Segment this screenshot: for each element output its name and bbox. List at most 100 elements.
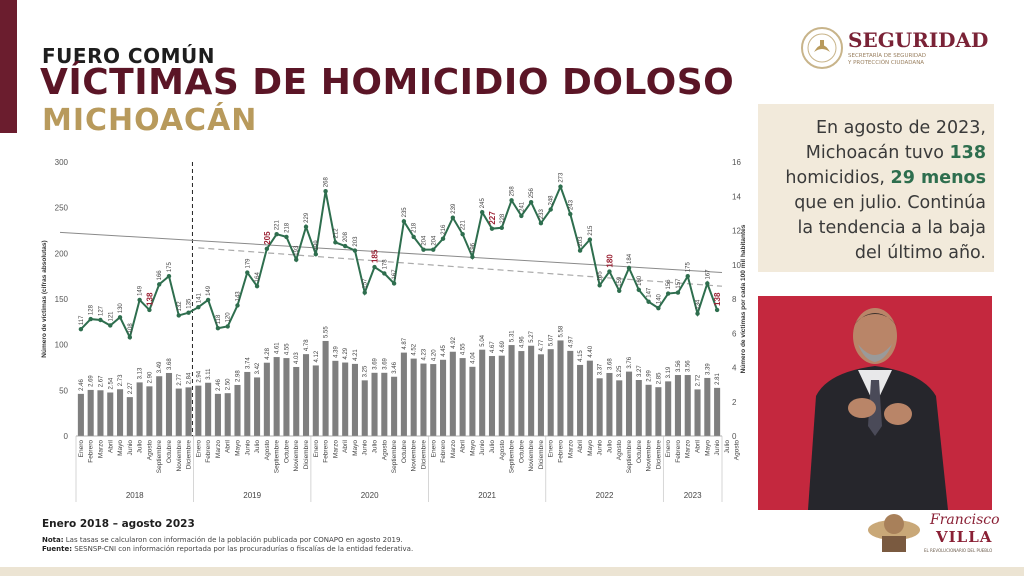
rate-bar [107,392,114,436]
victims-point-label: 117 [79,315,85,325]
rate-bar-label: 3.39 [705,363,711,375]
victims-point [78,326,84,332]
logo-subtitle-line2: Y PROTECCIÓN CIUDADANA [848,60,925,66]
month-tick-label: Septiembre [156,440,163,474]
month-tick-label: Octubre [636,440,643,464]
rate-bar [283,358,290,436]
victims-point [421,247,426,252]
victims-point-label: 215 [588,225,594,236]
victims-point [450,215,456,220]
rate-bar-label: 4.92 [451,336,457,348]
victims-point [117,315,123,320]
victims-point-label: 179 [245,258,251,269]
left-axis-title: Número de víctimas (cifras absolutas) [41,240,48,357]
victims-point [460,231,465,237]
year-label: 2022 [596,491,614,500]
rate-bar [674,375,681,436]
callout-difference: 29 menos [890,168,986,188]
rate-bar [684,375,691,436]
month-tick-label: Diciembre [303,440,310,470]
victims-point-label: 130 [118,303,124,314]
victims-point [372,264,377,270]
rate-bar [87,389,94,436]
brand-side-bar [0,0,17,133]
rate-bar-label: 4.40 [588,345,594,357]
right-tick-label: 6 [732,329,737,338]
victims-point [431,247,436,252]
victims-point [147,307,152,313]
rate-bar [312,365,319,436]
victims-point [685,273,690,279]
rate-bar [694,389,701,436]
victims-point [558,184,563,189]
rate-bar-label: 4.97 [568,336,574,348]
victims-point [470,254,475,260]
victims-point-label: 127 [98,305,104,316]
rate-bar [332,360,339,436]
rate-bar-label: 2.99 [647,369,653,381]
victims-point [577,248,583,253]
victims-point-label: 159 [617,276,623,287]
month-tick-label: Julio [489,440,496,454]
victims-point-label: 184 [627,253,633,264]
trend-line-dashed [198,247,723,287]
victims-point-label: 175 [686,261,692,272]
month-tick-label: Julio [254,440,261,454]
callout-line6: del último año. [854,243,986,263]
year-label: 2020 [361,491,379,500]
eagle-seal-icon [801,27,843,69]
victims-point [284,234,289,240]
rate-bar-label: 2.46 [216,379,222,391]
month-tick-label: Marzo [215,440,222,458]
rate-bar-label: 3.46 [392,361,398,373]
victims-point-label: 229 [304,212,310,223]
month-tick-label: Noviembre [293,440,300,472]
month-tick-label: Febrero [323,440,330,463]
right-tick-label: 0 [732,432,737,441]
victims-point [245,270,250,275]
month-tick-label: Septiembre [509,440,516,474]
sign-language-interpreter-video [758,296,992,510]
victims-point [568,211,573,217]
rate-bar [361,380,368,436]
victims-point-label: 175 [167,261,173,272]
year-label: 2023 [684,491,702,500]
rate-bar [459,358,466,436]
victims-point-label: 164 [255,272,261,283]
month-tick-label: Noviembre [176,440,183,472]
victims-point-label: 120 [226,312,232,323]
victims-point [342,243,348,249]
rate-bar-label: 5.55 [324,326,330,338]
victims-point-label: 193 [294,245,300,256]
month-tick-label: Octubre [283,440,290,464]
month-tick-label: Agosto [734,440,741,461]
badge-line2: VILLA [936,528,993,546]
month-tick-label: Marzo [685,440,692,458]
victims-point [519,213,524,219]
victims-point-label: 228 [500,213,506,224]
victims-point-label: 143 [236,291,242,302]
rate-bar [224,393,231,436]
month-tick-label: Junio [479,440,486,456]
rate-bar-label: 2.81 [715,373,721,385]
month-tick-label: Diciembre [538,440,545,470]
rate-bar-label: 2.69 [89,375,95,387]
month-tick-label: Marzo [332,440,339,458]
victims-point-label: 156 [666,279,672,290]
victims-point-label: 196 [470,242,476,253]
victims-point [538,220,544,226]
victims-point [323,189,328,194]
month-tick-label: Mayo [587,440,594,456]
victims-point [479,210,485,215]
month-tick-label: Octubre [166,440,173,464]
rate-bar [400,352,407,436]
month-tick-label: Agosto [381,440,388,461]
victims-point-label: 118 [216,314,222,324]
chart-notes: Nota: Las tasas se calcularon con inform… [42,536,413,554]
year-label: 2019 [243,491,261,500]
badge-line1: Francisco [930,512,1000,528]
right-tick-label: 2 [732,398,737,407]
rate-bar [293,366,300,436]
rate-bar-label: 2.50 [226,378,232,390]
victims-point-label: 203 [353,236,359,247]
